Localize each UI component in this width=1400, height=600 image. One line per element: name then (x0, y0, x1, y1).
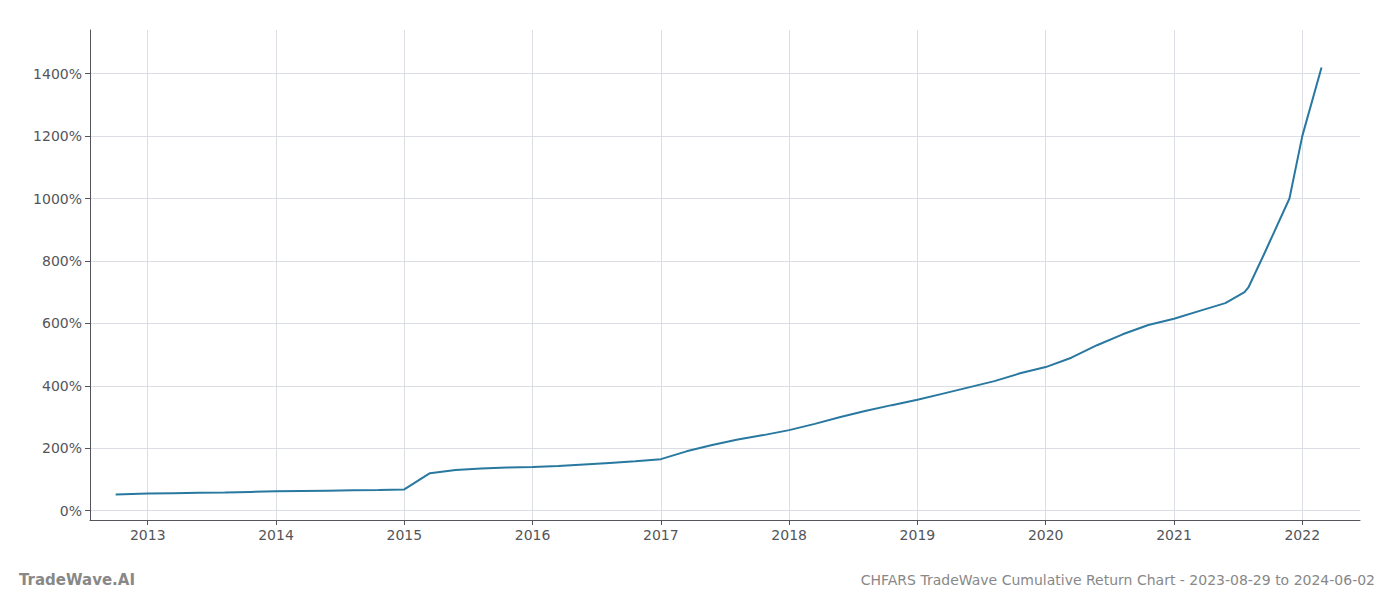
svg-text:2017: 2017 (643, 527, 679, 543)
svg-text:2020: 2020 (1028, 527, 1064, 543)
svg-text:600%: 600% (42, 315, 82, 331)
svg-text:1200%: 1200% (33, 128, 82, 144)
svg-text:400%: 400% (42, 378, 82, 394)
svg-text:800%: 800% (42, 253, 82, 269)
svg-text:2021: 2021 (1156, 527, 1192, 543)
svg-text:1400%: 1400% (33, 66, 82, 82)
svg-text:0%: 0% (60, 503, 82, 519)
svg-text:2013: 2013 (130, 527, 166, 543)
svg-text:CHFARS TradeWave Cumulative Re: CHFARS TradeWave Cumulative Return Chart… (861, 572, 1375, 588)
svg-text:2019: 2019 (900, 527, 936, 543)
svg-text:1000%: 1000% (33, 191, 82, 207)
svg-text:2022: 2022 (1284, 527, 1320, 543)
svg-text:TradeWave.AI: TradeWave.AI (19, 571, 135, 589)
svg-text:2015: 2015 (386, 527, 422, 543)
svg-text:2018: 2018 (771, 527, 807, 543)
svg-text:2016: 2016 (515, 527, 551, 543)
svg-text:2014: 2014 (258, 527, 294, 543)
svg-text:200%: 200% (42, 440, 82, 456)
